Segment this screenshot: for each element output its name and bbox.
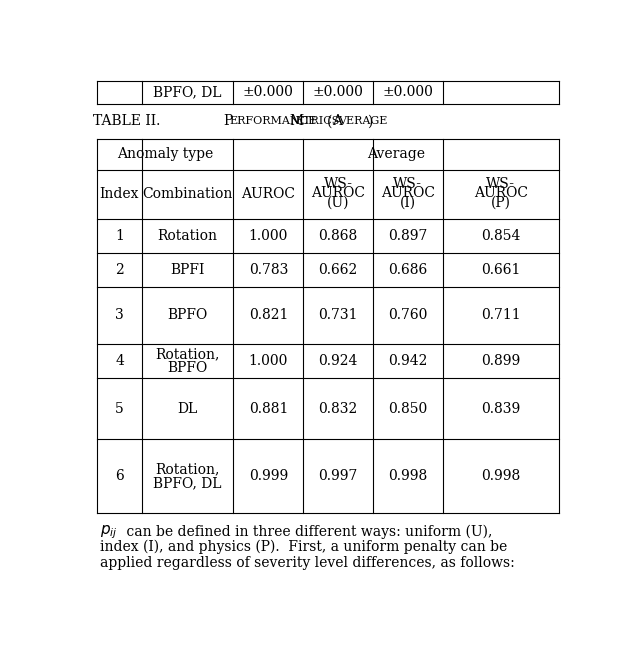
Text: 0.839: 0.839 xyxy=(481,401,520,415)
Text: 0.998: 0.998 xyxy=(481,469,520,483)
Text: index (I), and physics (P).  First, a uniform penalty can be: index (I), and physics (P). First, a uni… xyxy=(100,540,508,554)
Text: ): ) xyxy=(367,114,373,128)
Text: 0.997: 0.997 xyxy=(318,469,358,483)
Text: WS-: WS- xyxy=(324,177,353,191)
Text: AUROC: AUROC xyxy=(311,186,365,200)
Text: AUROC: AUROC xyxy=(381,186,435,200)
Text: 3: 3 xyxy=(115,309,124,322)
Text: BPFO: BPFO xyxy=(168,309,208,322)
Text: 1.000: 1.000 xyxy=(248,354,288,368)
Text: Rotation,: Rotation, xyxy=(156,463,220,476)
Text: Anomaly type: Anomaly type xyxy=(117,147,213,161)
Text: 0.868: 0.868 xyxy=(319,229,358,243)
Text: 0.854: 0.854 xyxy=(481,229,520,243)
Text: WS-: WS- xyxy=(394,177,422,191)
Text: can be defined in three different ways: uniform (U),: can be defined in three different ways: … xyxy=(122,524,492,539)
Text: ±0.000: ±0.000 xyxy=(243,85,294,99)
Text: $p_{ij}$: $p_{ij}$ xyxy=(100,523,118,540)
Text: BPFO, DL: BPFO, DL xyxy=(154,85,222,99)
Text: BPFO: BPFO xyxy=(168,361,208,374)
Text: (P): (P) xyxy=(491,196,511,210)
Text: 0.832: 0.832 xyxy=(319,401,358,415)
Text: 4: 4 xyxy=(115,354,124,368)
Text: 0.783: 0.783 xyxy=(248,263,288,277)
Text: (: ( xyxy=(327,114,333,128)
Text: TABLE II.: TABLE II. xyxy=(93,114,160,128)
Text: 0.999: 0.999 xyxy=(249,469,288,483)
Text: 0.711: 0.711 xyxy=(481,309,520,322)
Text: Average: Average xyxy=(367,147,425,161)
Text: 2: 2 xyxy=(115,263,124,277)
Text: P: P xyxy=(223,114,232,128)
Text: Rotation: Rotation xyxy=(157,229,218,243)
Text: 0.850: 0.850 xyxy=(388,401,428,415)
Text: AUROC: AUROC xyxy=(474,186,528,200)
Text: Rotation,: Rotation, xyxy=(156,347,220,361)
Text: 0.942: 0.942 xyxy=(388,354,428,368)
Text: 0.899: 0.899 xyxy=(481,354,520,368)
Text: 0.760: 0.760 xyxy=(388,309,428,322)
Text: A: A xyxy=(332,114,342,128)
Text: ±0.000: ±0.000 xyxy=(312,85,364,99)
Text: (U): (U) xyxy=(327,196,349,210)
Text: 1.000: 1.000 xyxy=(248,229,288,243)
Text: M: M xyxy=(289,114,303,128)
Text: (I): (I) xyxy=(400,196,416,210)
Text: BPFI: BPFI xyxy=(170,263,205,277)
Text: Combination: Combination xyxy=(143,188,233,201)
Text: 5: 5 xyxy=(115,401,124,415)
Text: DL: DL xyxy=(178,401,198,415)
Text: 0.924: 0.924 xyxy=(318,354,358,368)
Text: VERAGE: VERAGE xyxy=(338,116,387,126)
Text: 0.998: 0.998 xyxy=(388,469,428,483)
Text: ±0.000: ±0.000 xyxy=(382,85,433,99)
Text: 1: 1 xyxy=(115,229,124,243)
Text: 0.661: 0.661 xyxy=(481,263,520,277)
Text: applied regardless of severity level differences, as follows:: applied regardless of severity level dif… xyxy=(100,555,515,570)
Text: 0.821: 0.821 xyxy=(248,309,288,322)
Text: ERFORMANCE: ERFORMANCE xyxy=(229,116,316,126)
Text: AUROC: AUROC xyxy=(241,188,295,201)
Text: 0.881: 0.881 xyxy=(248,401,288,415)
Text: 0.662: 0.662 xyxy=(319,263,358,277)
Text: BPFO, DL: BPFO, DL xyxy=(154,476,222,490)
Text: 6: 6 xyxy=(115,469,124,483)
Text: 0.686: 0.686 xyxy=(388,263,428,277)
Text: 0.897: 0.897 xyxy=(388,229,428,243)
Text: 0.731: 0.731 xyxy=(318,309,358,322)
Text: ETRICS: ETRICS xyxy=(296,116,340,126)
Text: Index: Index xyxy=(100,188,140,201)
Text: WS-: WS- xyxy=(486,177,515,191)
